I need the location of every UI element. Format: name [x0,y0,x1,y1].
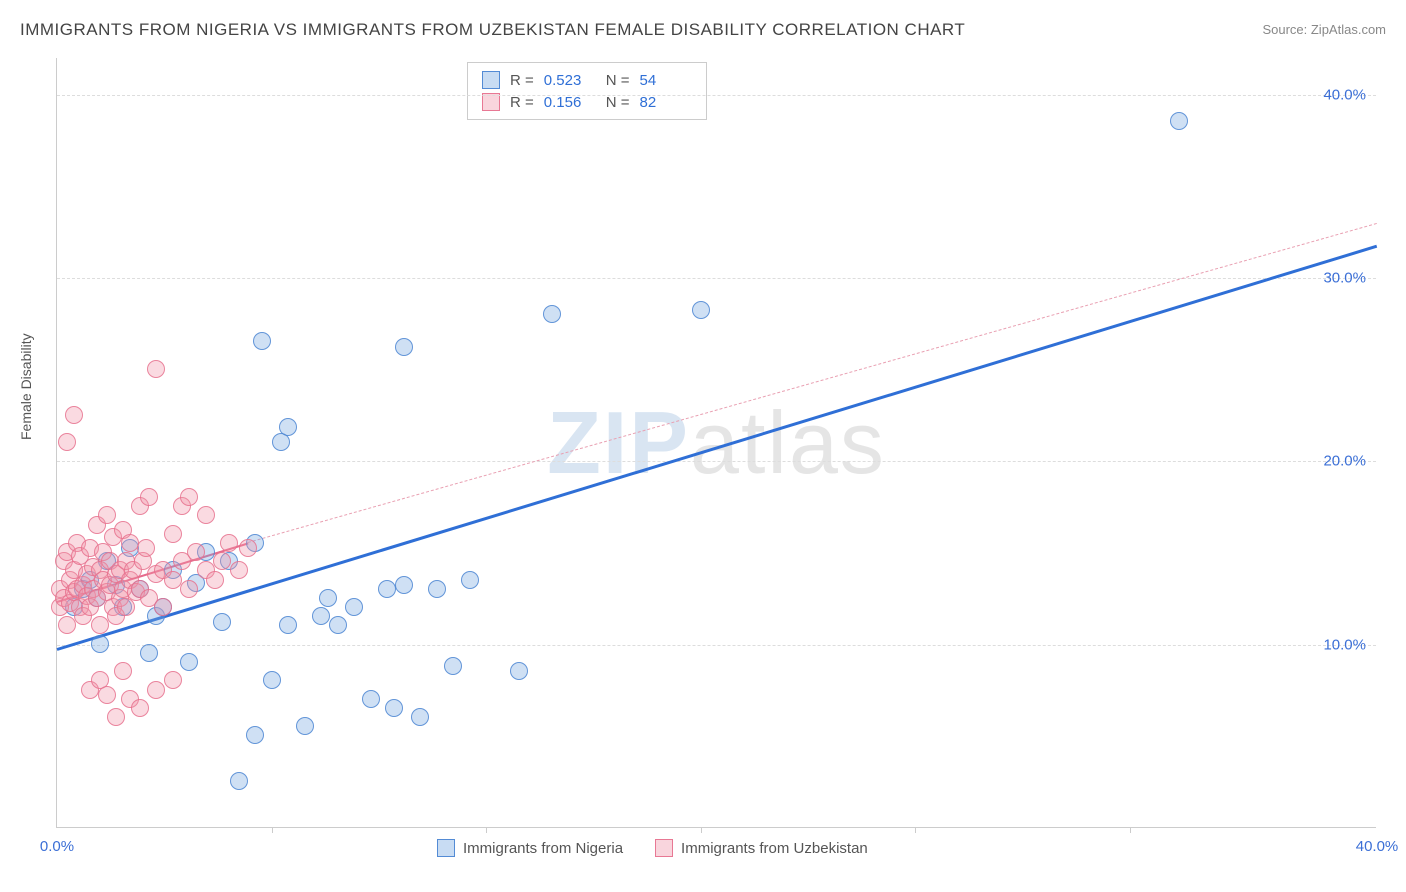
legend-swatch-uzbekistan [655,839,673,857]
data-point [378,580,396,598]
data-point [461,571,479,589]
data-point [279,418,297,436]
trend-line [248,223,1377,543]
data-point [263,671,281,689]
data-point [65,406,83,424]
x-tick-label: 40.0% [1356,838,1399,855]
legend-item-nigeria: Immigrants from Nigeria [437,839,623,857]
data-point [180,580,198,598]
y-tick-label: 10.0% [1323,636,1366,653]
data-point [154,598,172,616]
correlation-stats-box: R = 0.523 N = 54 R = 0.156 N = 82 [467,62,707,120]
data-point [140,644,158,662]
data-point [253,332,271,350]
source-attribution: Source: ZipAtlas.com [1262,22,1386,37]
x-tick-mark [272,827,273,833]
data-point [428,580,446,598]
y-tick-label: 20.0% [1323,453,1366,470]
data-point [91,616,109,634]
trend-line [57,245,1378,651]
data-point [164,571,182,589]
data-point [385,699,403,717]
data-point [213,552,231,570]
r-value-uzbekistan: 0.156 [544,94,596,111]
data-point [395,576,413,594]
n-label: N = [606,94,630,111]
stats-row-nigeria: R = 0.523 N = 54 [482,69,692,91]
data-point [180,653,198,671]
bottom-legend: Immigrants from Nigeria Immigrants from … [437,839,868,857]
data-point [213,613,231,631]
data-point [58,433,76,451]
data-point [279,616,297,634]
data-point [312,607,330,625]
chart-title: IMMIGRANTS FROM NIGERIA VS IMMIGRANTS FR… [20,20,965,40]
legend-item-uzbekistan: Immigrants from Uzbekistan [655,839,868,857]
data-point [197,506,215,524]
n-value-nigeria: 54 [640,72,692,89]
r-label: R = [510,72,534,89]
data-point [121,534,139,552]
data-point [1170,112,1188,130]
x-tick-mark [701,827,702,833]
data-point [444,657,462,675]
r-value-nigeria: 0.523 [544,72,596,89]
n-value-uzbekistan: 82 [640,94,692,111]
data-point [91,635,109,653]
x-tick-mark [1130,827,1131,833]
data-point [180,488,198,506]
legend-label-nigeria: Immigrants from Nigeria [463,840,623,857]
data-point [98,686,116,704]
data-point [319,589,337,607]
data-point [362,690,380,708]
data-point [411,708,429,726]
data-point [543,305,561,323]
gridline [57,95,1376,96]
data-point [692,301,710,319]
y-tick-label: 30.0% [1323,270,1366,287]
data-point [220,534,238,552]
data-point [147,360,165,378]
data-point [164,671,182,689]
data-point [137,539,155,557]
r-label: R = [510,94,534,111]
data-point [246,726,264,744]
data-point [147,681,165,699]
x-tick-mark [915,827,916,833]
data-point [296,717,314,735]
y-tick-label: 40.0% [1323,86,1366,103]
x-tick-mark [486,827,487,833]
data-point [107,708,125,726]
data-point [164,525,182,543]
data-point [187,543,205,561]
gridline [57,461,1376,462]
data-point [131,699,149,717]
data-point [345,598,363,616]
watermark-right: atlas [690,393,886,492]
data-point [140,488,158,506]
n-label: N = [606,72,630,89]
legend-label-uzbekistan: Immigrants from Uzbekistan [681,840,868,857]
data-point [206,571,224,589]
scatter-chart: ZIPatlas R = 0.523 N = 54 R = 0.156 N = … [56,58,1376,828]
data-point [329,616,347,634]
gridline [57,645,1376,646]
data-point [230,772,248,790]
legend-swatch-nigeria [437,839,455,857]
swatch-nigeria [482,71,500,89]
y-axis-label: Female Disability [18,333,34,440]
data-point [230,561,248,579]
data-point [58,616,76,634]
data-point [510,662,528,680]
swatch-uzbekistan [482,93,500,111]
data-point [395,338,413,356]
data-point [98,506,116,524]
x-tick-label: 0.0% [40,838,74,855]
data-point [239,539,257,557]
data-point [114,662,132,680]
